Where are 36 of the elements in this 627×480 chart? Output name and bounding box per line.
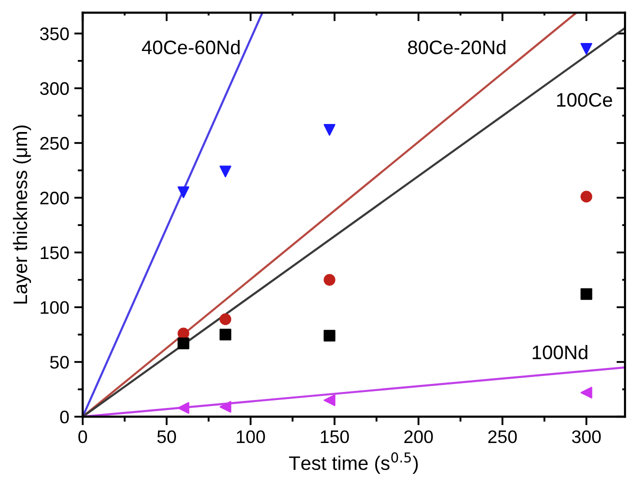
annotation: 100Nd [532, 345, 588, 360]
y-tick-label: 250 [40, 136, 69, 150]
point [580, 190, 592, 202]
point [580, 288, 592, 300]
x-tick-label: 0 [78, 430, 88, 444]
y-tick-label: 350 [40, 27, 69, 40]
annotation: 40Ce-60Nd [142, 40, 240, 54]
point [220, 328, 232, 340]
point [580, 386, 592, 398]
point [580, 42, 592, 55]
point [178, 402, 190, 414]
point [324, 124, 336, 136]
y-tick-label: 150 [40, 246, 69, 260]
x-tick-label: 250 [488, 430, 517, 444]
y-tick-label: 50 [50, 356, 69, 369]
point [324, 330, 336, 342]
point [220, 313, 232, 326]
x-tick-label: 300 [572, 430, 601, 444]
point [178, 186, 190, 198]
x-axis-title: Test time (s$^{0.5}$) [289, 452, 418, 474]
point [178, 338, 190, 350]
y-tick-label: 200 [40, 192, 69, 204]
point [220, 166, 232, 178]
y-tick-label: 0 [60, 410, 69, 424]
point [324, 274, 336, 286]
x-tick-label: 50 [157, 430, 176, 444]
x-tick-label: 100 [236, 430, 265, 444]
x-tick-label: 200 [404, 430, 433, 444]
x-tick-label: 150 [320, 430, 349, 444]
y-tick-label: 100 [40, 301, 69, 314]
point [324, 394, 336, 406]
annotation: 100Ce [557, 93, 612, 107]
point [220, 401, 232, 413]
annotation: 80Ce-20Nd [408, 40, 506, 54]
y-axis-title: Layer thickness (μm) [12, 125, 32, 304]
y-tick-label: 300 [40, 82, 69, 95]
